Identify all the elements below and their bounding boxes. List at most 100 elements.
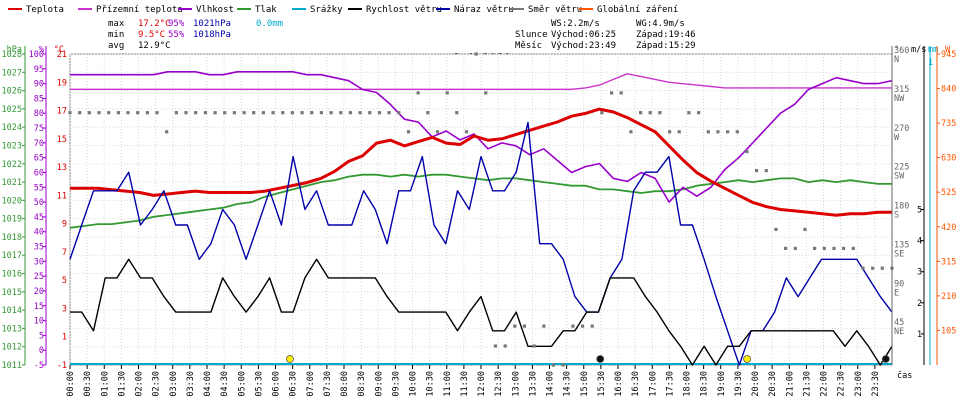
temp-tick-label: 17 [57,107,67,117]
wind-direction-point [648,111,652,115]
x-tick-label: 15:00 [580,371,590,397]
wind-direction-point [145,111,149,115]
temp-tick-label: 5 [62,276,67,286]
humidity-axis-unit: % [39,45,44,55]
wind-direction-point [97,111,101,115]
wind-direction-point [155,111,159,115]
x-tick-label: 07:30 [323,371,333,397]
x-tick-label: 09:00 [374,371,384,397]
x-tick-label: 23:30 [871,371,881,397]
x-tick-label: 01:00 [100,371,110,397]
speed-tick-label: 3 [917,268,922,278]
wind-direction-point [271,111,275,115]
humidity-tick-label: 15 [34,302,44,312]
temp-tick-label: 1 [62,333,67,343]
direction-tick-label: 135 [894,240,909,250]
wind-direction-point [851,246,855,250]
x-unit-label: čas [897,370,912,381]
wind-direction-point [319,111,323,115]
temp-tick-label: 11 [57,191,67,201]
pressure-axis-unit: hPa [7,45,22,55]
temp-tick-label: 3 [62,304,67,314]
wind-direction-point [813,246,817,250]
plot-area [68,52,894,367]
pressure-tick-label: 1015 [2,288,22,298]
pressure-tick-label: 1027 [2,68,22,78]
x-tick-label: 22:00 [820,371,830,397]
humidity-tick-label: 95 [34,65,44,75]
radiation-tick-label: 630 [941,154,956,164]
pressure-tick-label: 1019 [2,215,22,225]
legend-label: Přízemní teplota [96,5,183,15]
wind-direction-point [822,246,826,250]
x-tick-label: 22:30 [837,371,847,397]
humidity-tick-label: 100 [29,50,44,60]
stat-max-hum: 95% [168,19,185,29]
wind-direction-point [600,111,604,115]
humidity-tick-label: 0 [39,346,44,356]
wind-direction-point [687,111,691,115]
wind-direction-point [174,111,178,115]
pressure-tick-label: 1012 [2,343,22,353]
pressure-tick-label: 1022 [2,160,22,170]
x-tick-label: 23:00 [854,371,864,397]
wind-direction-point [513,324,517,328]
x-tick-label: 09:30 [391,371,401,397]
direction-compass-label: E [894,288,899,298]
humidity-tick-label: 20 [34,287,44,297]
humidity-tick-label: 25 [34,272,44,282]
humidity-tick-label: 55 [34,183,44,193]
info-moon-label: Měsíc [515,41,542,51]
speed-axis-unit: m/s [911,45,926,55]
legend-label: Srážky [310,5,343,15]
direction-tick-label: 315 [894,85,909,95]
direction-tick-label: 90 [894,279,904,289]
direction-compass-label: S [894,211,899,221]
temp-tick-label: 21 [57,50,67,60]
legend-label: Teplota [26,5,64,15]
wind-direction-point [784,246,788,250]
pressure-tick-label: 1026 [2,87,22,97]
legend-label: Globální záření [597,5,678,15]
rain-axis-unit: mm [928,45,938,55]
wind-direction-point [755,169,759,173]
wind-direction-point [416,91,420,95]
wind-direction-point [561,363,565,367]
radiation-tick-label: 210 [941,292,956,302]
wind-direction-point [339,111,343,115]
wind-direction-point [310,111,314,115]
x-tick-label: 06:00 [272,371,282,397]
series-line-teplota [70,107,892,217]
x-tick-label: 18:30 [700,371,710,397]
wind-direction-point [735,130,739,134]
wind-direction-point [880,266,884,270]
wind-direction-point [203,111,207,115]
wind-direction-point [658,111,662,115]
x-tick-label: 04:30 [220,371,230,397]
speed-tick-label: 4 [917,237,922,247]
wind-direction-point [281,111,285,115]
wind-direction-point [78,111,82,115]
series-line-tlak [69,173,892,229]
humidity-tick-label: -5 [34,361,44,371]
info-ws: WS:2.2m/s [551,19,600,29]
x-tick-label: 16:00 [614,371,624,397]
humidity-tick-label: 45 [34,213,44,223]
legend-label: Náraz větru [454,5,514,15]
wind-direction-point [107,111,111,115]
humidity-tick-label: 70 [34,139,44,149]
x-tick-label: 16:30 [631,371,641,397]
humidity-tick-label: 85 [34,94,44,104]
series-line-přízemní-teplota [70,73,892,91]
stat-max-temp: 17.2°C [138,19,171,29]
radiation-tick-label: 945 [941,50,956,60]
legend-label: Tlak [255,5,277,15]
legend-label: Rychlost větru [366,5,442,15]
wind-direction-point [571,324,575,328]
stat-max-label: max [108,19,125,29]
wind-direction-point [706,130,710,134]
series-line-rychlost-větru [70,258,893,366]
pressure-tick-label: 1011 [2,361,22,371]
wind-direction-point [368,111,372,115]
wind-direction-point [745,150,749,154]
